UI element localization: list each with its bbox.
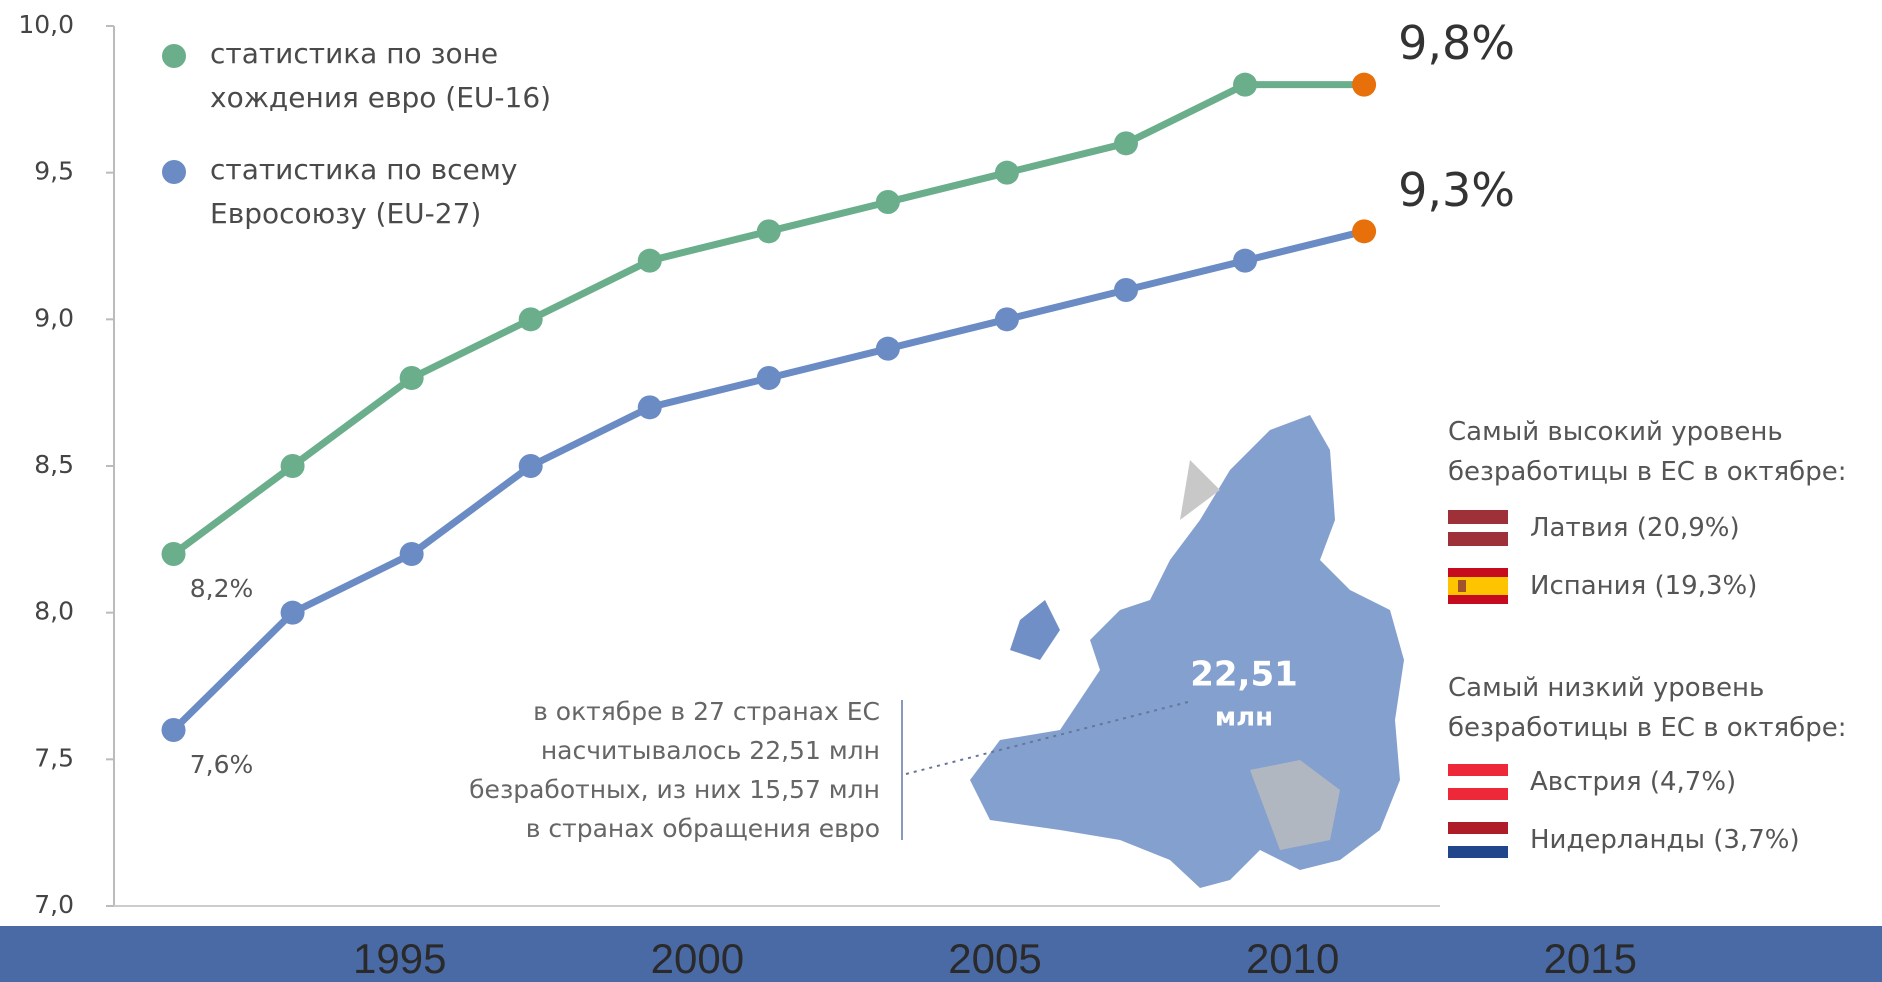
- legend-marker: [162, 44, 186, 68]
- x-tick-label: 2015: [1544, 935, 1637, 982]
- point: [161, 542, 186, 566]
- annotation: в октябре в 27 странах ЕС насчитывалось …: [469, 697, 880, 843]
- point: [1352, 72, 1377, 97]
- panel-item: Латвия (20,9%): [1530, 513, 1740, 543]
- x-tick-label: 2000: [651, 935, 744, 982]
- x-tick-label: 2005: [948, 935, 1041, 982]
- point: [637, 395, 662, 420]
- data-label: 9,8%: [1398, 16, 1515, 70]
- point: [280, 454, 305, 478]
- flags: [1448, 510, 1508, 858]
- y-tick-label: 9,5: [34, 157, 74, 186]
- panel-heading: Самый высокий уровень безработицы в ЕС в…: [1448, 417, 1847, 487]
- point: [399, 366, 424, 390]
- x-tick-label: 2010: [1246, 935, 1339, 982]
- y-tick-label: 8,5: [34, 450, 74, 479]
- x-axis-band: [0, 926, 1882, 982]
- point: [518, 307, 543, 332]
- data-label: 7,6%: [190, 750, 254, 779]
- point: [1233, 72, 1258, 97]
- y-tick-label: 9,0: [34, 303, 74, 332]
- point: [1113, 278, 1138, 302]
- y-tick-label: 7,0: [34, 890, 74, 919]
- legend-label: статистика по зоне хождения евро (EU-16): [210, 37, 552, 114]
- point: [280, 600, 305, 625]
- map: [970, 415, 1404, 888]
- panel-heading: Самый низкий уровень безработицы в ЕС в …: [1448, 673, 1847, 743]
- point: [1233, 248, 1258, 273]
- point: [1352, 219, 1377, 244]
- y-tick-label: 8,0: [34, 597, 74, 626]
- map-value: 22,51: [1190, 655, 1298, 695]
- data-label: 9,3%: [1398, 163, 1515, 217]
- point: [875, 336, 900, 361]
- point: [756, 219, 781, 244]
- y-tick-label: 10,0: [18, 10, 74, 39]
- map-unit: млн: [1215, 703, 1273, 733]
- point: [1113, 131, 1138, 156]
- point: [875, 190, 900, 214]
- point: [161, 718, 186, 742]
- legend-label: статистика по всему Евросоюзу (EU-27): [210, 153, 518, 230]
- point: [756, 366, 781, 390]
- panel-item: Австрия (4,7%): [1530, 767, 1737, 797]
- y-tick-label: 7,5: [34, 743, 74, 772]
- panel-item: Испания (19,3%): [1530, 571, 1758, 601]
- legend-marker: [162, 160, 186, 184]
- panel-item: Нидерланды (3,7%): [1530, 825, 1800, 855]
- point: [518, 454, 543, 478]
- point: [994, 160, 1019, 185]
- note-pointer: [905, 701, 1189, 775]
- point: [637, 248, 662, 273]
- point: [994, 307, 1019, 332]
- data-label: 8,2%: [190, 574, 254, 603]
- x-tick-label: 1995: [353, 935, 446, 982]
- point: [399, 542, 424, 566]
